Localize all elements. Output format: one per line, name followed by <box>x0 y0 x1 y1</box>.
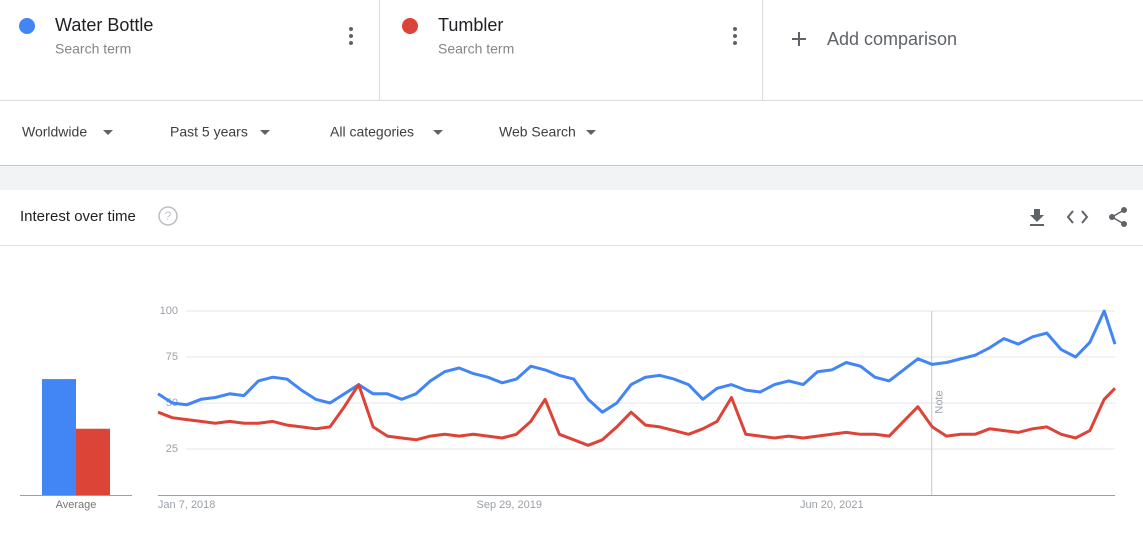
note-label: Note <box>934 390 946 413</box>
series-line <box>157 383 1117 447</box>
embed-icon[interactable] <box>1066 210 1089 224</box>
filter[interactable]: Past 5 years <box>170 124 248 140</box>
filter[interactable]: Worldwide <box>22 124 87 140</box>
term-name[interactable]: Tumbler <box>438 15 503 35</box>
svg-text:?: ? <box>165 209 172 223</box>
download-icon[interactable] <box>1030 209 1044 226</box>
dropdown-arrow[interactable] <box>103 130 113 135</box>
term-name[interactable]: Water Bottle <box>55 15 153 35</box>
section-title: Interest over time <box>20 208 136 225</box>
add-comparison[interactable]: Add comparison <box>827 29 957 49</box>
x-tick-label: Sep 29, 2019 <box>477 499 542 511</box>
y-tick-label: 25 <box>166 443 178 455</box>
dropdown-arrow[interactable] <box>260 130 270 135</box>
x-tick-label: Jun 20, 2021 <box>800 499 864 511</box>
dropdown-arrow[interactable] <box>586 130 596 135</box>
header <box>0 0 1143 100</box>
term-subtitle: Search term <box>438 41 514 57</box>
y-tick-label: 75 <box>166 351 178 363</box>
term-color <box>402 18 418 34</box>
share-icon[interactable] <box>1109 207 1127 227</box>
more-menu[interactable] <box>733 27 737 45</box>
average-label: Average <box>56 499 97 511</box>
help-icon[interactable]: ? <box>158 206 178 226</box>
y-tick-label: 100 <box>160 305 178 317</box>
average-bar <box>76 428 110 495</box>
separator-band <box>0 165 1143 190</box>
filter[interactable]: All categories <box>330 124 414 140</box>
more-menu[interactable] <box>349 27 353 45</box>
add-icon[interactable] <box>792 32 806 46</box>
x-tick-label: Jan 7, 2018 <box>158 499 216 511</box>
dropdown-arrow[interactable] <box>433 130 443 135</box>
term-color <box>19 18 35 34</box>
term-subtitle: Search term <box>55 41 131 57</box>
filter[interactable]: Web Search <box>499 124 576 140</box>
series-line <box>157 309 1117 414</box>
average-bar <box>42 379 76 495</box>
